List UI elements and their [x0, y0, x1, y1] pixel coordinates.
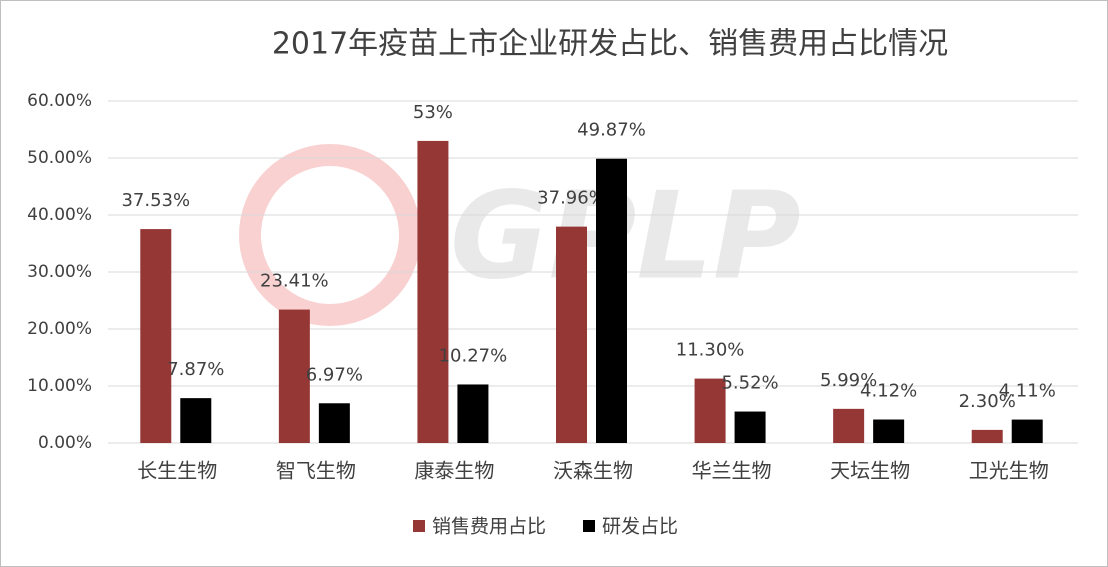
- bar: [180, 398, 212, 443]
- value-label: 23.41%: [260, 271, 329, 292]
- value-label: 10.27%: [439, 345, 508, 366]
- y-tick-label: 30.00%: [27, 262, 92, 282]
- value-label: 5.99%: [820, 370, 877, 391]
- legend-label: 研发占比: [602, 516, 678, 538]
- value-label: 6.97%: [306, 364, 363, 385]
- y-tick-label: 40.00%: [27, 205, 92, 225]
- legend-swatch: [413, 520, 425, 532]
- value-label: 2.30%: [959, 391, 1016, 412]
- x-tick-label: 卫光生物: [969, 459, 1049, 483]
- bar: [457, 384, 489, 443]
- bar: [417, 140, 449, 443]
- bar: [556, 226, 587, 443]
- y-tick-label: 60.00%: [27, 91, 92, 111]
- legend-swatch: [583, 520, 595, 532]
- bar: [140, 229, 172, 443]
- bar: [318, 403, 350, 443]
- value-label: 49.87%: [577, 120, 646, 141]
- bar: [734, 411, 766, 443]
- value-label: 7.87%: [167, 359, 224, 380]
- bar: [1011, 419, 1043, 443]
- bar: [971, 429, 1003, 443]
- y-tick-label: 20.00%: [27, 319, 92, 339]
- y-tick-label: 10.00%: [27, 376, 92, 396]
- x-tick-label: 长生生物: [137, 459, 217, 483]
- x-tick-label: 智飞生物: [276, 459, 356, 483]
- x-tick-label: 沃森生物: [553, 459, 633, 483]
- value-label: 5.52%: [721, 373, 778, 394]
- value-label: 11.30%: [676, 340, 745, 361]
- bar: [278, 309, 310, 443]
- watermark-logo: [239, 144, 421, 326]
- y-tick-label: 0.00%: [38, 433, 92, 453]
- bar: [833, 408, 865, 443]
- bar: [596, 158, 627, 443]
- value-label: 4.12%: [860, 381, 917, 402]
- bar: [694, 378, 726, 443]
- chart-title: 2017年疫苗上市企业研发占比、销售费用占比情况: [272, 27, 948, 62]
- value-label: 53%: [413, 102, 453, 123]
- legend-label: 销售费用占比: [432, 516, 546, 538]
- value-label: 37.96%: [537, 188, 606, 209]
- bar: [873, 419, 905, 443]
- x-tick-label: 华兰生物: [692, 459, 772, 483]
- x-tick-label: 康泰生物: [414, 459, 494, 483]
- x-tick-label: 天坛生物: [830, 459, 910, 483]
- value-label: 4.11%: [999, 381, 1056, 402]
- value-label: 37.53%: [121, 190, 190, 211]
- y-tick-label: 50.00%: [27, 148, 92, 168]
